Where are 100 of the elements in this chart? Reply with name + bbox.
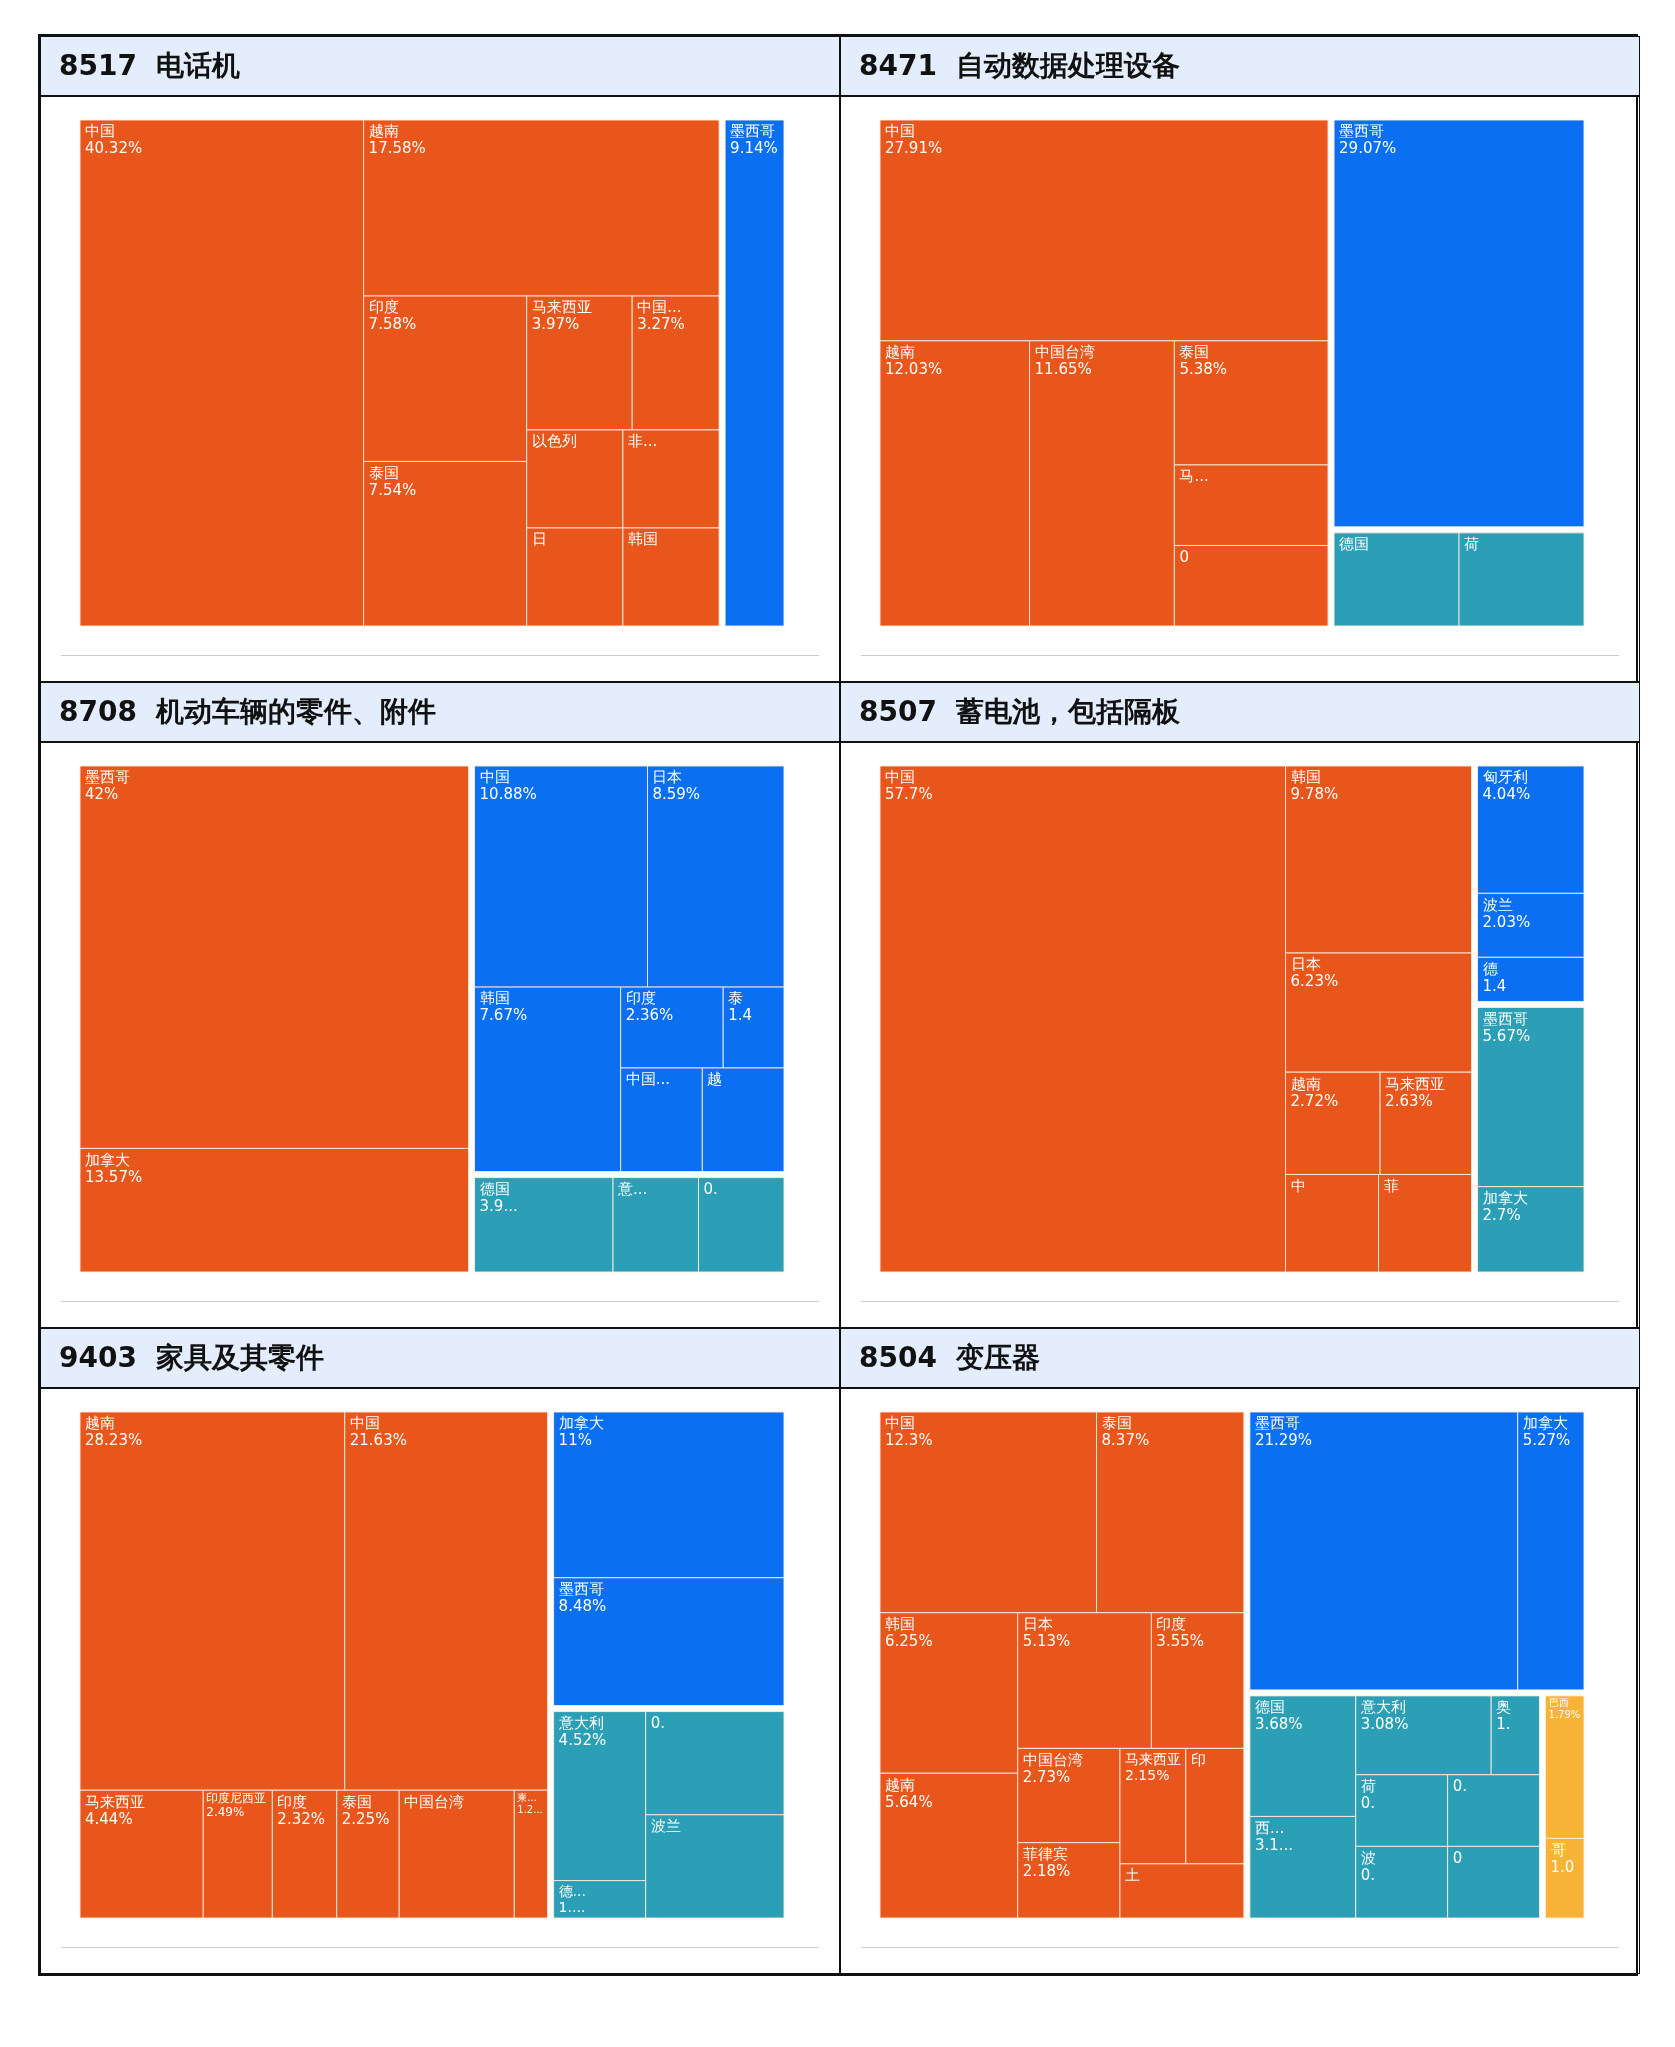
category-label: 波: [1360, 1848, 1376, 1867]
category-label: 德国: [1254, 1698, 1285, 1717]
data-label: 28.23%: [85, 1431, 143, 1450]
data-label: 42%: [85, 785, 119, 804]
category-label: 墨西哥: [1254, 1414, 1300, 1433]
category-label: 中国台湾: [1022, 1750, 1083, 1769]
data-label: 2.18%: [1022, 1862, 1071, 1881]
category-label: 中: [1290, 1176, 1306, 1195]
category-label: 泰国: [1101, 1414, 1132, 1433]
data-label: 0.: [1360, 1794, 1376, 1813]
category-label: 日本: [652, 768, 683, 787]
data-label: 2.73%: [1022, 1767, 1071, 1786]
category-label: 德: [1482, 959, 1498, 978]
data-label: 4.04%: [1482, 785, 1531, 804]
text: 8507 蓄电池，包括隔板: [841, 683, 1639, 743]
category-label: 印度尼西亚: [206, 1791, 267, 1806]
category-label: 越南: [885, 343, 915, 362]
data-label: 9.14%: [730, 139, 778, 158]
data-label: 0.: [1452, 1777, 1467, 1796]
category-label: 马来西亚: [85, 1792, 145, 1811]
data-label: 3.68%: [1254, 1715, 1303, 1734]
category-label: 韩国: [885, 1615, 915, 1634]
data-label: 8.59%: [652, 785, 701, 804]
category-label: 中国台湾: [1034, 343, 1095, 362]
data-label: 12.3%: [885, 1431, 933, 1450]
category-label: 哥: [1550, 1840, 1566, 1859]
category-label: 奥: [1496, 1698, 1512, 1717]
category-label: 越南: [85, 1414, 115, 1433]
data-label: 8.37%: [1101, 1431, 1150, 1450]
data-label: 5.64%: [885, 1792, 933, 1811]
text: 9403 家具及其零件: [41, 1329, 839, 1389]
text: 8504 变压器: [841, 1329, 1639, 1389]
data-label: 2.36%: [625, 1006, 674, 1025]
data-label: 8.48%: [558, 1597, 607, 1616]
data-label: 1.4: [728, 1006, 753, 1025]
category-label: 德国: [479, 1179, 510, 1198]
category-label: 日: [531, 530, 547, 549]
category-label: 土: [1124, 1866, 1140, 1885]
data-label: 10.88%: [479, 785, 537, 804]
data-label: 9.78%: [1290, 785, 1339, 804]
data-label: 5.38%: [1179, 360, 1228, 379]
category-label: 墨西哥: [558, 1580, 604, 1599]
category-label: 柬...: [517, 1791, 537, 1803]
category-label: 泰国: [368, 463, 399, 482]
data-label: 27.91%: [885, 139, 943, 158]
category-label: 加拿大: [1522, 1414, 1568, 1433]
data-label: 7.67%: [479, 1006, 528, 1025]
category-label: 印度: [368, 298, 399, 317]
category-label: 菲律宾: [1022, 1845, 1068, 1864]
data-label: 2.72%: [1290, 1091, 1339, 1110]
category-label: 马来西亚: [531, 298, 592, 317]
data-label: 1.4: [1482, 976, 1507, 995]
category-label: 墨西哥: [1339, 122, 1385, 141]
text: 8708 机动车辆的零件、附件: [41, 683, 839, 743]
data-label: 0.: [650, 1713, 665, 1732]
data-label: 3.9...: [479, 1196, 518, 1215]
category-label: 印度: [1156, 1615, 1187, 1634]
data-label: 0.: [1360, 1865, 1376, 1884]
category-label: 中国: [885, 768, 915, 787]
data-label: 7.58%: [368, 315, 417, 334]
category-label: 中国: [85, 122, 115, 141]
category-label: 墨西哥: [85, 768, 130, 787]
category-label: 印: [1190, 1750, 1206, 1769]
data-label: 17.58%: [368, 139, 426, 158]
data-label: 3.27%: [637, 315, 685, 334]
category-label: 菲: [1383, 1176, 1399, 1195]
data-label: 1....: [558, 1899, 586, 1916]
data-label: 5.13%: [1022, 1632, 1071, 1651]
category-label: 泰: [728, 989, 744, 1008]
data-label: 4.44%: [85, 1809, 133, 1828]
category-label: 意大利: [557, 1713, 604, 1732]
category-label: 非...: [627, 432, 658, 451]
data-label: 3.08%: [1360, 1715, 1409, 1734]
data-label: 2.15%: [1124, 1767, 1170, 1784]
category-label: 德...: [558, 1883, 586, 1900]
category-label: 加拿大: [558, 1414, 604, 1433]
category-label: 越南: [368, 122, 399, 141]
category-label: 意...: [617, 1179, 648, 1198]
data-label: 13.57%: [85, 1167, 143, 1186]
category-label: 马...: [1179, 467, 1209, 486]
data-label: 2.63%: [1385, 1091, 1433, 1110]
data-label: 2.7%: [1482, 1206, 1521, 1225]
data-label: 0: [1452, 1848, 1463, 1867]
category-label: 荷: [1464, 535, 1480, 554]
data-label: 0.: [703, 1179, 718, 1198]
data-label: 3.97%: [531, 315, 580, 334]
data-label: 2.49%: [206, 1805, 245, 1820]
category-label: 中国...: [637, 298, 682, 317]
category-label: 马来西亚: [1385, 1074, 1446, 1093]
category-label: 泰国: [1179, 343, 1210, 362]
data-label: 1.2...: [517, 1803, 543, 1815]
category-label: 越南: [1290, 1074, 1321, 1093]
category-label: 越南: [885, 1775, 915, 1794]
data-label: 3.1...: [1254, 1835, 1294, 1854]
category-label: 马来西亚: [1124, 1751, 1181, 1768]
category-label: 中国: [479, 768, 510, 787]
category-label: 加拿大: [1482, 1189, 1528, 1208]
data-label: 5.67%: [1482, 1026, 1531, 1045]
category-label: 日本: [1022, 1615, 1053, 1634]
data-label: 40.32%: [85, 139, 143, 158]
